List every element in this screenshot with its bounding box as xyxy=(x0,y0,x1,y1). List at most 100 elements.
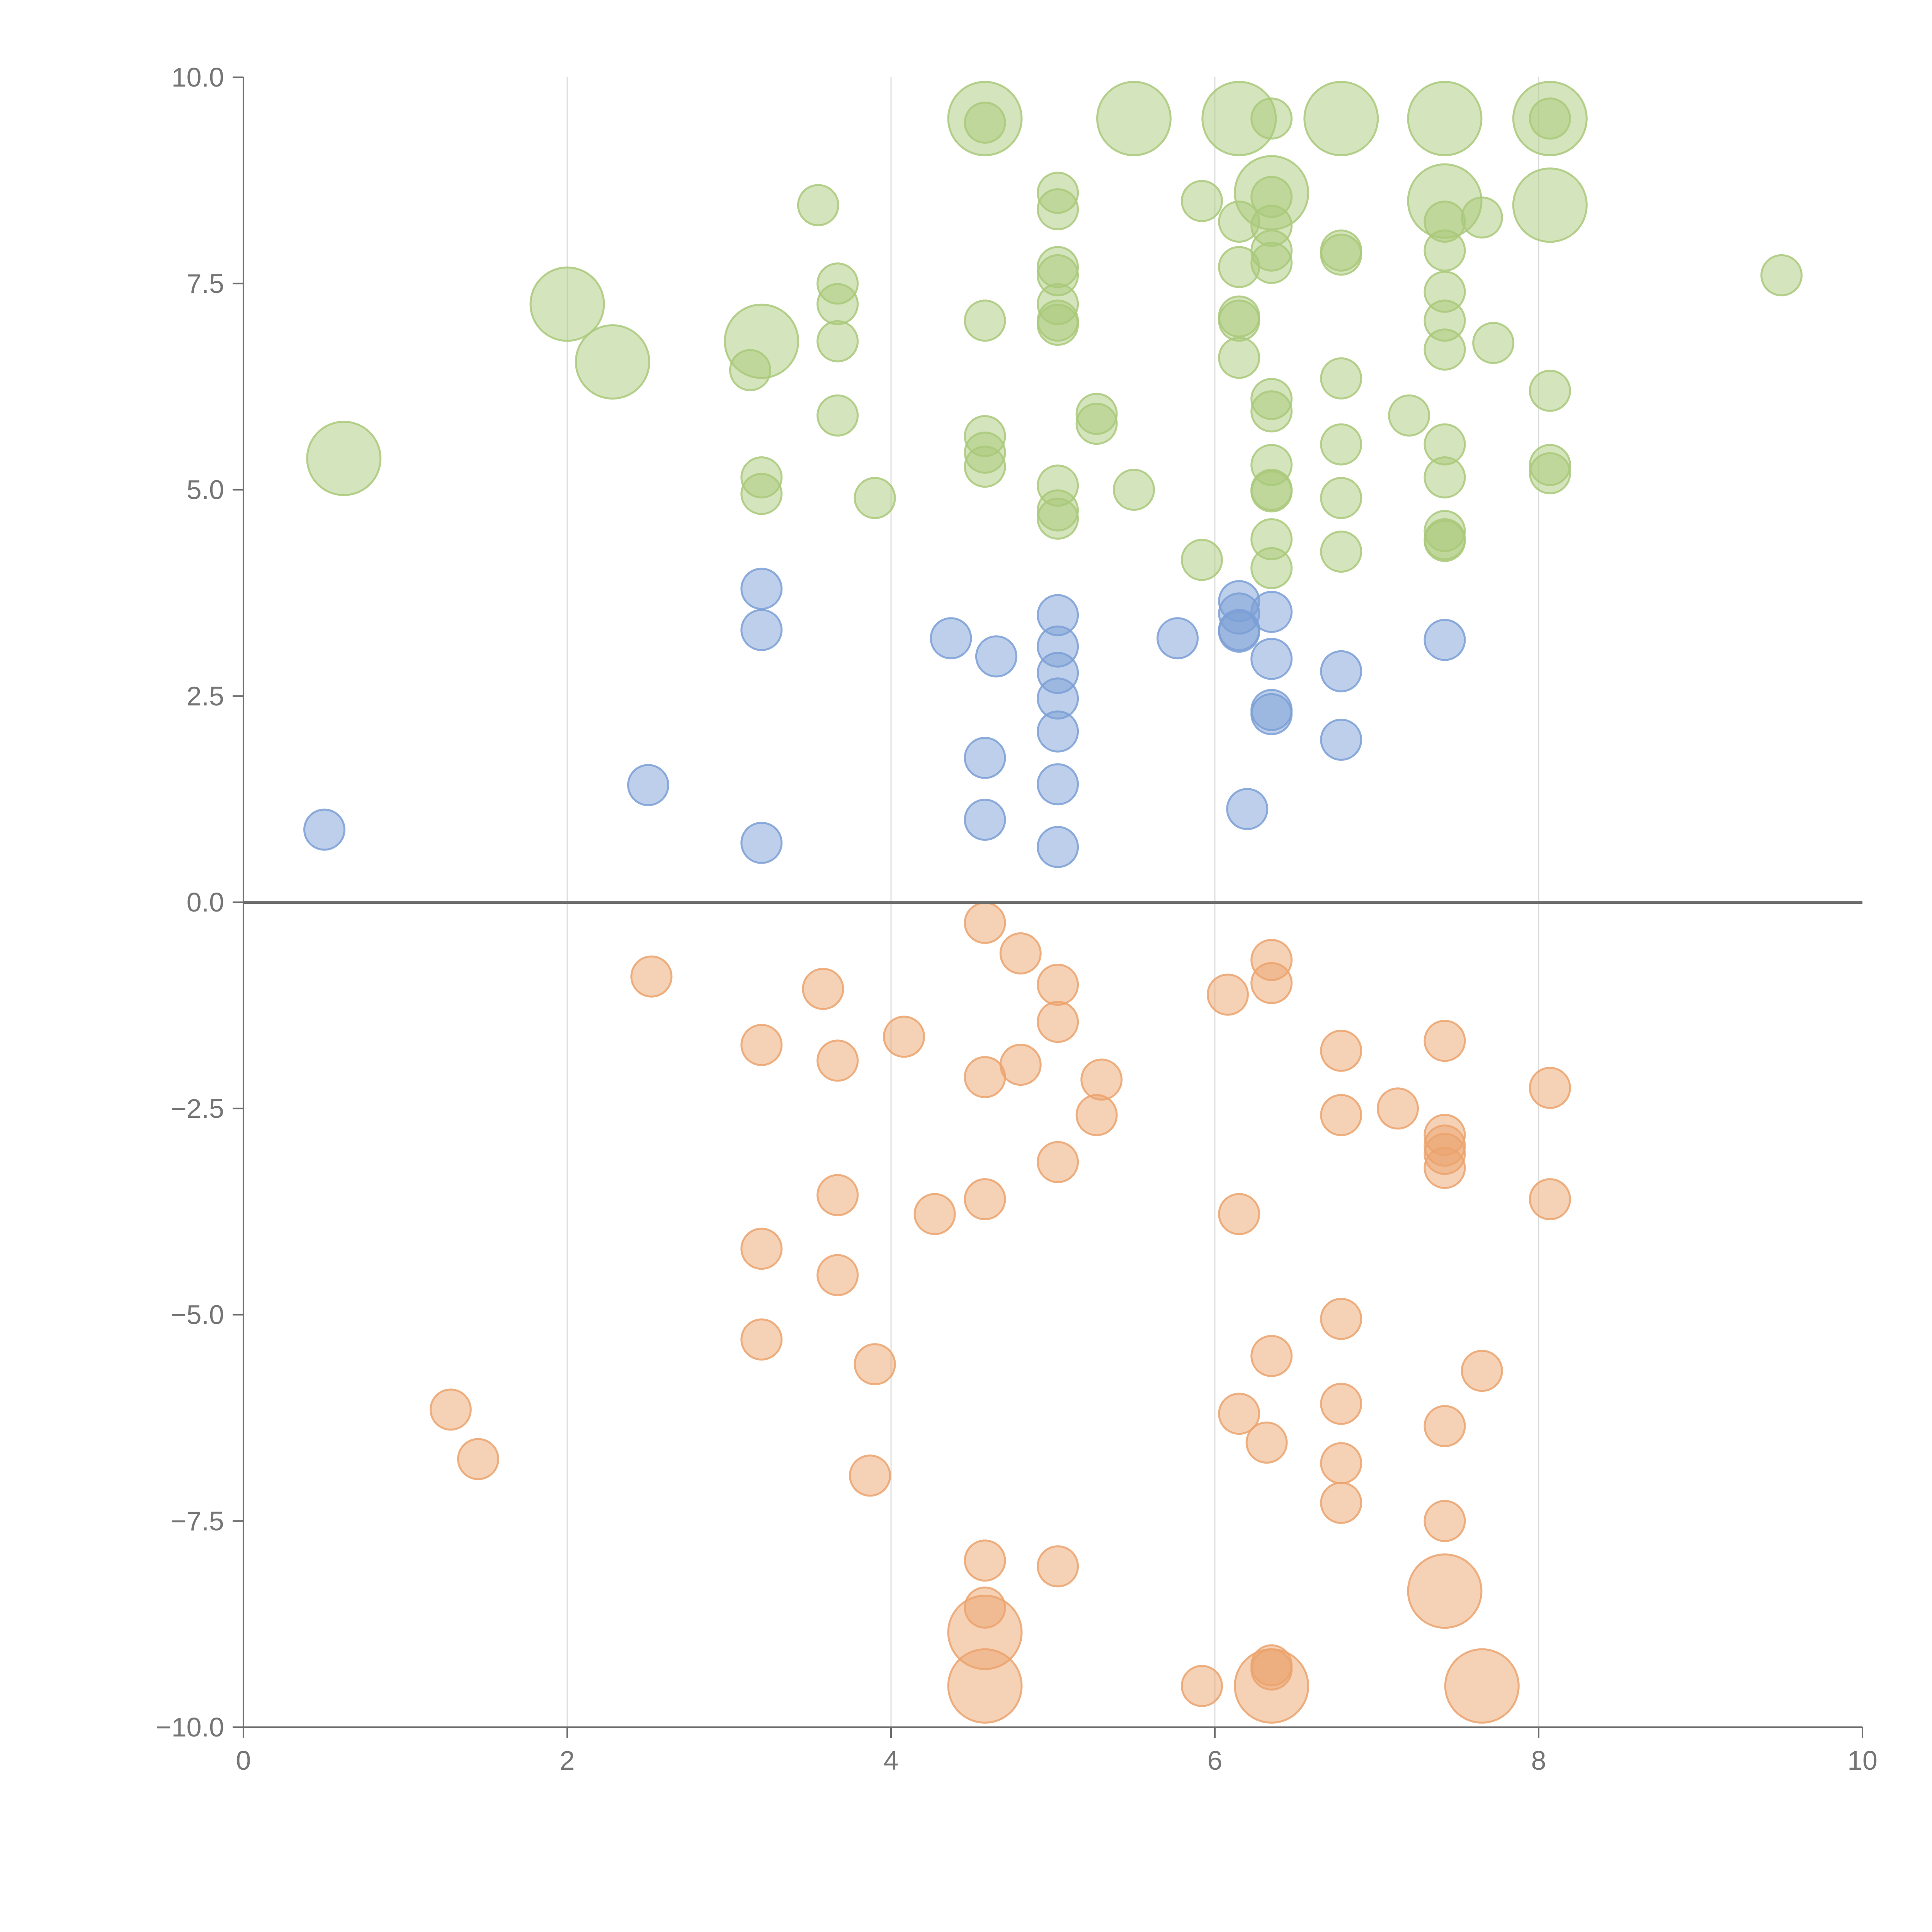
data-point xyxy=(1250,693,1293,735)
data-point xyxy=(1320,1094,1362,1136)
data-point xyxy=(999,1044,1042,1086)
data-point xyxy=(306,420,382,496)
data-point xyxy=(1207,973,1249,1016)
y-tick-label: −10.0 xyxy=(156,1712,224,1742)
data-point xyxy=(1037,304,1079,346)
data-point xyxy=(1037,763,1079,806)
data-point xyxy=(1218,299,1260,342)
data-point xyxy=(999,932,1042,975)
data-point xyxy=(1760,254,1803,296)
data-point xyxy=(740,568,783,610)
data-point xyxy=(1156,617,1199,660)
x-tick-label: 2 xyxy=(560,1745,575,1776)
data-point xyxy=(1250,470,1293,513)
data-point xyxy=(529,266,605,342)
data-point xyxy=(964,1178,1006,1221)
data-point xyxy=(1181,1665,1223,1707)
data-point xyxy=(1037,1545,1079,1588)
data-point xyxy=(740,821,783,864)
data-point xyxy=(1529,1066,1571,1109)
data-point xyxy=(575,324,650,400)
data-point xyxy=(1080,1058,1123,1101)
data-point xyxy=(913,1193,956,1235)
data-point xyxy=(1037,497,1079,540)
data-point xyxy=(457,1438,499,1480)
data-point xyxy=(964,1539,1006,1582)
y-tick-label: 0.0 xyxy=(187,887,224,917)
data-point xyxy=(1512,167,1588,243)
data-point xyxy=(1250,591,1293,633)
data-point xyxy=(930,617,972,660)
data-point xyxy=(1529,1178,1571,1221)
data-point xyxy=(1037,964,1079,1006)
data-point xyxy=(1096,81,1172,156)
data-point xyxy=(1529,452,1571,495)
data-point xyxy=(303,808,345,851)
data-point xyxy=(1320,1481,1362,1524)
data-point xyxy=(854,1343,896,1386)
data-point xyxy=(1245,1421,1288,1464)
x-tick-label: 8 xyxy=(1531,1745,1546,1776)
data-point xyxy=(1226,788,1269,830)
data-point xyxy=(964,446,1006,488)
data-point xyxy=(1320,233,1362,276)
data-point xyxy=(802,968,844,1010)
data-point xyxy=(1423,520,1466,562)
data-point xyxy=(740,1228,783,1270)
y-tick-label: −5.0 xyxy=(171,1300,224,1330)
x-tick-label: 10 xyxy=(1847,1745,1878,1776)
data-point xyxy=(1320,1029,1362,1072)
y-tick-label: −7.5 xyxy=(171,1506,224,1536)
data-point xyxy=(729,349,771,391)
x-tick-label: 0 xyxy=(236,1745,251,1776)
data-point xyxy=(1407,81,1483,156)
data-point xyxy=(1461,1350,1503,1392)
data-point xyxy=(1472,322,1515,364)
data-point xyxy=(1423,619,1466,661)
data-point xyxy=(854,477,896,519)
data-point xyxy=(883,1015,925,1058)
data-point xyxy=(964,901,1006,944)
data-point xyxy=(1181,180,1223,222)
data-point xyxy=(816,394,859,437)
data-point xyxy=(975,635,1017,678)
data-point xyxy=(1037,826,1079,868)
data-point xyxy=(1075,1094,1118,1136)
data-point xyxy=(1423,328,1466,371)
data-point xyxy=(1075,403,1118,445)
data-point xyxy=(964,101,1006,144)
data-point xyxy=(1320,650,1362,692)
data-point xyxy=(1250,638,1293,680)
data-point xyxy=(849,1454,891,1497)
data-point xyxy=(1444,1648,1520,1724)
data-point xyxy=(740,609,783,651)
data-point xyxy=(740,1024,783,1066)
data-point xyxy=(1218,246,1260,288)
data-point xyxy=(1250,390,1293,433)
data-point xyxy=(1037,188,1079,231)
data-point xyxy=(1218,337,1260,379)
data-point xyxy=(964,736,1006,779)
data-point xyxy=(429,1388,472,1431)
data-point xyxy=(1320,357,1362,400)
x-tick-label: 6 xyxy=(1208,1745,1223,1776)
data-point xyxy=(1423,1500,1466,1542)
data-point xyxy=(630,955,673,998)
y-tick-label: −2.5 xyxy=(171,1094,224,1124)
data-point xyxy=(1320,1298,1362,1340)
data-point xyxy=(964,299,1006,342)
data-point xyxy=(1320,531,1362,573)
data-point xyxy=(1250,1335,1293,1377)
data-point xyxy=(1250,547,1293,589)
data-point xyxy=(816,320,859,362)
data-point xyxy=(1423,1147,1466,1189)
bubbles xyxy=(303,81,1803,1724)
data-point xyxy=(1529,369,1571,412)
data-point xyxy=(1320,718,1362,761)
data-point xyxy=(816,1254,859,1296)
y-tick-label: 2.5 xyxy=(187,681,224,711)
data-point xyxy=(740,1318,783,1361)
data-point xyxy=(1218,1393,1260,1435)
data-point xyxy=(1218,611,1260,653)
